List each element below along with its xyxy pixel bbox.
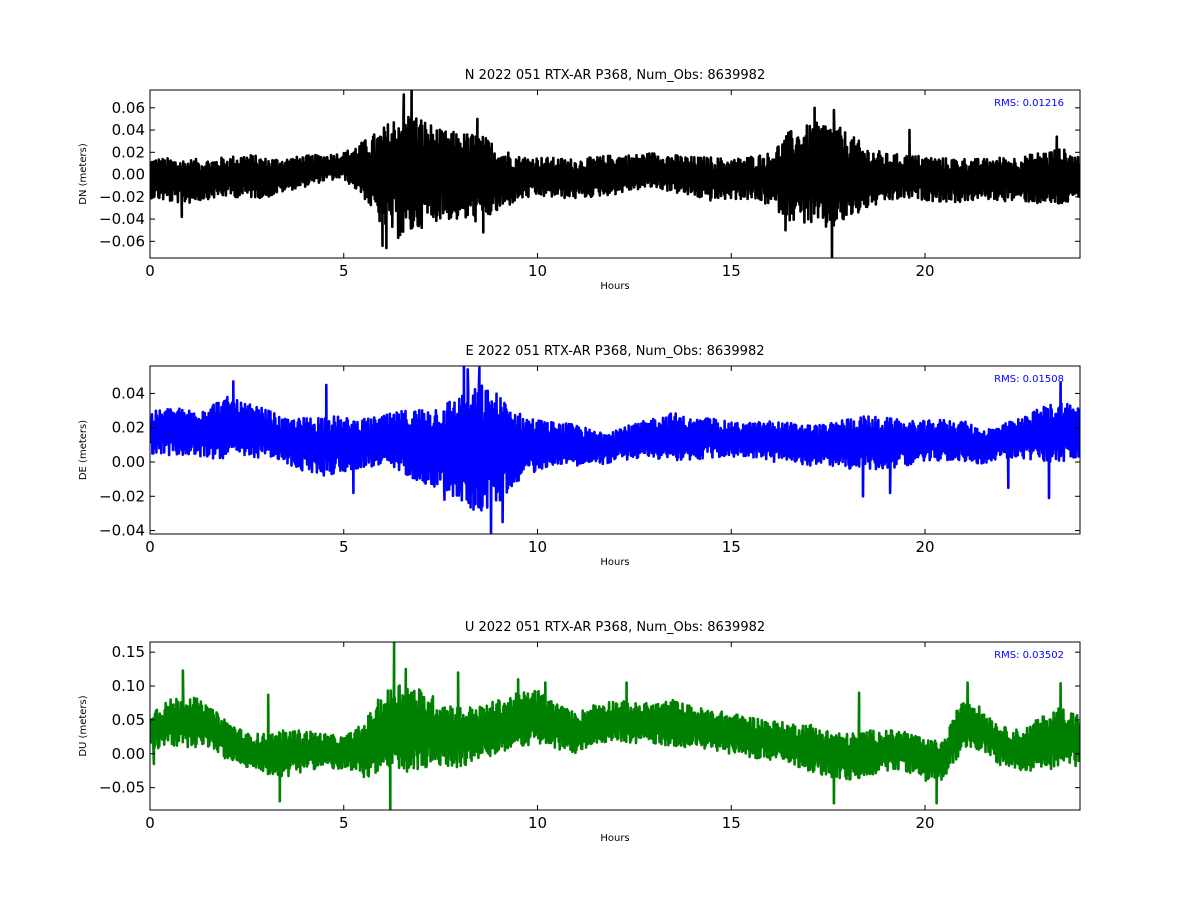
y-axis-label: DU (meters) [78, 695, 89, 756]
y-axis-label: DN (meters) [78, 143, 89, 205]
x-axis-label: Hours [600, 281, 629, 292]
x-tick-label: 15 [722, 262, 741, 280]
y-tick-label: 0.06 [112, 99, 145, 117]
rms-annotation: RMS: 0.03502 [994, 650, 1064, 661]
chart-title: E 2022 051 RTX-AR P368, Num_Obs: 8639982 [466, 344, 765, 359]
y-tick-label: 0.04 [112, 121, 145, 139]
x-tick-label: 5 [339, 538, 349, 556]
x-tick-label: 15 [722, 538, 741, 556]
chart-panel-1: 0 5 10 15 20 0.06 0.04 0.02 0.00 −0.02 −0.04 −0.06 N… [78, 68, 1081, 292]
x-axis-label: Hours [600, 557, 629, 568]
y-tick-label: −0.02 [99, 487, 145, 505]
axes-frame [149, 89, 1081, 259]
y-tick-label: −0.05 [99, 779, 145, 797]
y-tick-label: −0.02 [99, 188, 145, 206]
y-tick-label: 0.15 [112, 643, 145, 661]
chart-title: U 2022 051 RTX-AR P368, Num_Obs: 8639982 [465, 620, 765, 635]
y-tick-label: −0.06 [99, 232, 145, 250]
chart-panel-3: 0 5 10 15 20 0.15 0.10 0.05 0.00 −0.05 U 2022 051 … [78, 620, 1081, 844]
x-tick-label: 20 [915, 538, 934, 556]
y-tick-label: 0.05 [112, 711, 145, 729]
chart-panel-2: 0 5 10 15 20 0.04 0.02 0.00 −0.02 −0.04 E 2022 051… [78, 344, 1081, 568]
y-tick-label: 0.00 [112, 166, 145, 184]
x-tick-label: 0 [145, 262, 155, 280]
y-tick-label: −0.04 [99, 210, 145, 228]
x-tick-label: 10 [528, 814, 547, 832]
x-tick-label: 5 [339, 262, 349, 280]
y-tick-label: 0.02 [112, 143, 145, 161]
data-series-line [150, 642, 1080, 810]
x-tick-label: 15 [722, 814, 741, 832]
y-axis-label: DE (meters) [78, 420, 89, 480]
x-tick-label: 10 [528, 538, 547, 556]
y-tick-label: 0.04 [112, 384, 145, 402]
axes-frame [149, 365, 1081, 535]
x-tick-label: 0 [145, 538, 155, 556]
y-tick-label: 0.10 [112, 677, 145, 695]
data-series-line [150, 90, 1080, 258]
x-tick-label: 20 [915, 814, 934, 832]
rms-annotation: RMS: 0.01508 [994, 374, 1064, 385]
chart-title: N 2022 051 RTX-AR P368, Num_Obs: 8639982 [465, 68, 765, 83]
x-tick-label: 20 [915, 262, 934, 280]
axes-frame [149, 641, 1081, 811]
y-tick-label: 0.02 [112, 419, 145, 437]
x-tick-label: 10 [528, 262, 547, 280]
y-tick-label: 0.00 [112, 453, 145, 471]
y-tick-label: 0.00 [112, 745, 145, 763]
y-tick-label: −0.04 [99, 522, 145, 540]
x-axis-label: Hours [600, 833, 629, 844]
data-series-line [150, 366, 1080, 534]
x-tick-label: 5 [339, 814, 349, 832]
x-tick-label: 0 [145, 814, 155, 832]
rms-annotation: RMS: 0.01216 [994, 98, 1064, 109]
